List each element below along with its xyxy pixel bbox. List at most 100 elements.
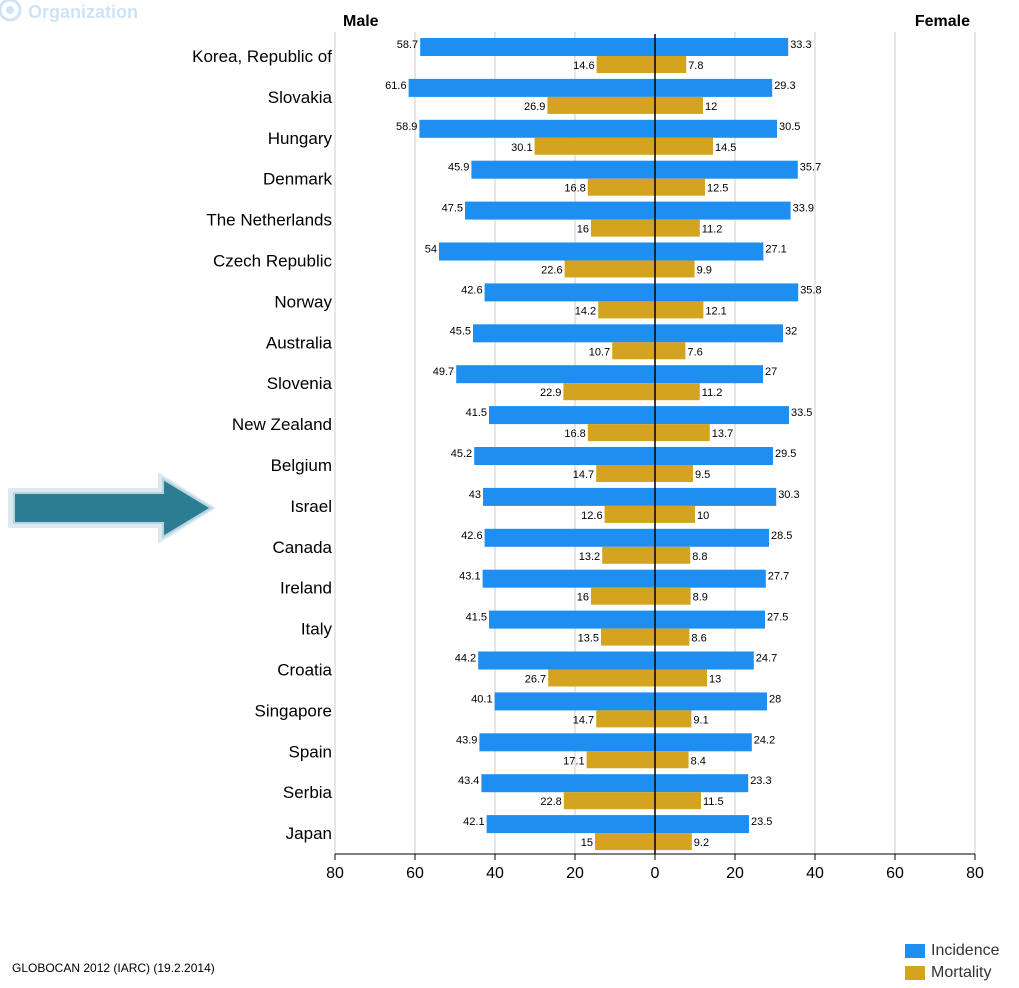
category-label: Ireland bbox=[280, 579, 332, 598]
data-label-male-mortality: 14.7 bbox=[573, 714, 594, 726]
bar-male-incidence bbox=[489, 406, 655, 425]
category-label: Hungary bbox=[268, 129, 333, 148]
bar-female-incidence bbox=[655, 487, 777, 506]
data-label-male-mortality: 16.8 bbox=[564, 428, 585, 440]
bar-male-incidence bbox=[484, 283, 655, 302]
bar-male-mortality bbox=[587, 178, 655, 196]
data-label-male-incidence: 41.5 bbox=[466, 407, 487, 419]
bar-female-mortality bbox=[655, 669, 707, 687]
data-label-female-incidence: 30.3 bbox=[778, 489, 799, 501]
data-label-female-incidence: 27.7 bbox=[768, 571, 789, 583]
bar-male-mortality bbox=[595, 833, 655, 851]
male-side-title: Male bbox=[343, 13, 379, 30]
bar-male-incidence bbox=[494, 692, 655, 711]
data-label-female-incidence: 23.5 bbox=[751, 816, 772, 828]
bar-female-mortality bbox=[655, 178, 705, 196]
bar-male-mortality bbox=[563, 383, 655, 401]
bar-female-mortality bbox=[655, 833, 692, 851]
bar-female-mortality bbox=[655, 710, 692, 728]
data-label-female-incidence: 29.5 bbox=[775, 448, 796, 460]
data-label-female-mortality: 10 bbox=[697, 510, 709, 522]
data-label-female-incidence: 27 bbox=[765, 366, 777, 378]
data-label-male-mortality: 16 bbox=[577, 592, 589, 604]
data-label-female-incidence: 23.3 bbox=[750, 775, 771, 787]
data-label-female-mortality: 7.6 bbox=[687, 346, 702, 358]
data-label-female-mortality: 8.4 bbox=[691, 755, 706, 767]
category-label: Serbia bbox=[283, 783, 333, 802]
data-label-male-mortality: 22.8 bbox=[540, 796, 561, 808]
x-tick-label: 60 bbox=[406, 865, 424, 882]
bar-female-incidence bbox=[655, 733, 752, 752]
x-tick-label: 60 bbox=[886, 865, 904, 882]
x-tick-label: 20 bbox=[566, 865, 584, 882]
data-label-male-mortality: 10.7 bbox=[589, 346, 610, 358]
bar-female-incidence bbox=[655, 201, 791, 220]
data-label-female-mortality: 11.2 bbox=[702, 224, 723, 236]
bar-male-incidence bbox=[471, 160, 655, 179]
bar-female-incidence bbox=[655, 324, 783, 343]
data-label-male-mortality: 15 bbox=[581, 837, 593, 849]
bar-layer bbox=[408, 34, 799, 854]
category-label: New Zealand bbox=[232, 415, 332, 434]
bar-female-incidence bbox=[655, 283, 799, 302]
category-label: Italy bbox=[301, 620, 333, 639]
bar-male-incidence bbox=[420, 38, 655, 56]
data-label-male-incidence: 61.6 bbox=[385, 80, 406, 92]
data-label-female-incidence: 33.5 bbox=[791, 407, 812, 419]
bar-male-mortality bbox=[612, 342, 655, 360]
bar-female-mortality bbox=[655, 342, 686, 360]
bar-female-incidence bbox=[655, 119, 777, 138]
x-tick-label: 40 bbox=[486, 865, 504, 882]
category-label: Belgium bbox=[271, 456, 332, 475]
category-label: Australia bbox=[266, 333, 333, 352]
data-label-male-incidence: 45.9 bbox=[448, 162, 469, 174]
data-label-female-incidence: 27.5 bbox=[767, 612, 788, 624]
bar-male-incidence bbox=[478, 651, 655, 670]
data-label-male-mortality: 26.9 bbox=[524, 101, 545, 113]
x-tick-label: 80 bbox=[966, 865, 984, 882]
data-label-male-incidence: 40.1 bbox=[471, 693, 492, 705]
bar-male-incidence bbox=[483, 487, 655, 506]
bar-male-incidence bbox=[479, 733, 655, 752]
data-label-female-mortality: 12.5 bbox=[707, 183, 728, 195]
data-label-female-mortality: 11.5 bbox=[703, 796, 724, 808]
highlight-arrow-icon bbox=[8, 472, 223, 549]
bar-female-mortality bbox=[655, 751, 689, 769]
data-label-male-incidence: 43.9 bbox=[456, 734, 477, 746]
bar-male-mortality bbox=[587, 424, 655, 442]
category-label: Spain bbox=[289, 742, 332, 761]
bar-female-mortality bbox=[655, 383, 700, 401]
bar-male-mortality bbox=[591, 587, 655, 605]
bar-male-mortality bbox=[601, 628, 655, 646]
data-label-male-mortality: 14.6 bbox=[573, 60, 594, 72]
bar-female-mortality bbox=[655, 546, 691, 564]
data-label-male-mortality: 13.2 bbox=[579, 551, 600, 563]
data-label-male-mortality: 16 bbox=[577, 224, 589, 236]
data-label-female-mortality: 9.1 bbox=[693, 714, 708, 726]
bar-male-mortality bbox=[564, 260, 655, 278]
data-label-male-mortality: 26.7 bbox=[525, 674, 546, 686]
data-label-male-incidence: 42.6 bbox=[461, 284, 482, 296]
category-label: Slovakia bbox=[268, 88, 333, 107]
bar-female-incidence bbox=[655, 569, 766, 588]
bar-chart: 80 60 40 20 0 20 40 60 80 Korea, Republic of 58.7 1… bbox=[192, 13, 984, 882]
data-label-female-mortality: 12.1 bbox=[705, 305, 726, 317]
data-label-female-mortality: 13.7 bbox=[712, 428, 733, 440]
bar-male-mortality bbox=[598, 301, 655, 319]
legend-label-mortality: Mortality bbox=[931, 964, 992, 981]
category-label: The Netherlands bbox=[206, 211, 332, 230]
data-label-male-mortality: 22.9 bbox=[540, 387, 561, 399]
bar-female-incidence bbox=[655, 365, 763, 384]
bar-male-mortality bbox=[534, 137, 655, 155]
data-label-male-incidence: 44.2 bbox=[455, 653, 476, 665]
bar-female-incidence bbox=[655, 774, 749, 793]
legend-label-incidence: Incidence bbox=[931, 942, 1000, 959]
legend-item-mortality: Mortality bbox=[905, 962, 1000, 984]
data-label-female-incidence: 33.9 bbox=[793, 203, 814, 215]
data-label-female-mortality: 9.5 bbox=[695, 469, 710, 481]
bar-male-incidence bbox=[473, 324, 655, 343]
data-label-female-incidence: 28 bbox=[769, 693, 781, 705]
bar-female-incidence bbox=[655, 160, 798, 179]
data-label-male-mortality: 16.8 bbox=[564, 183, 585, 195]
data-label-female-incidence: 32 bbox=[785, 325, 797, 337]
